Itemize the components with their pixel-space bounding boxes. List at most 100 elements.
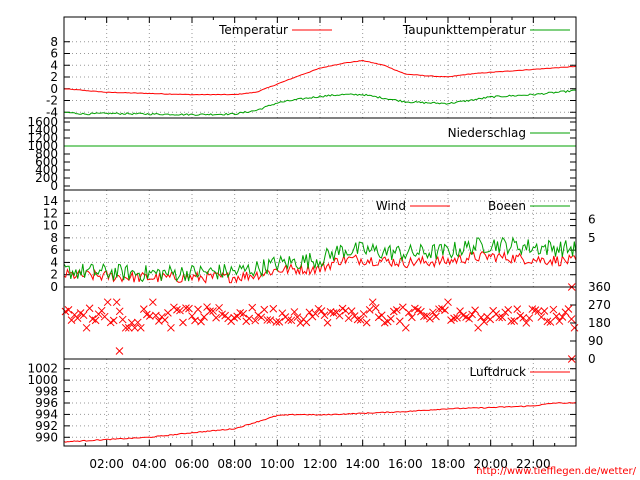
x-tick-label: 02:00	[89, 457, 124, 471]
wind-direction-point	[453, 313, 461, 322]
y-tick-label: 1600	[27, 115, 58, 129]
x-tick-label: 08:00	[217, 457, 252, 471]
wind-direction-point	[152, 311, 160, 320]
legend-label: Temperatur	[218, 23, 288, 37]
wind-direction-point	[167, 323, 175, 332]
wind-direction-point	[257, 313, 266, 322]
wind-direction-point	[263, 316, 272, 324]
wind-direction-point	[133, 318, 142, 327]
credit-link[interactable]: http://www.tiefflegen.de/wetter/	[476, 466, 636, 477]
x-tick-label: 22:00	[516, 457, 551, 471]
wind-direction-point	[272, 318, 281, 326]
x-tick-label: 16:00	[388, 457, 423, 471]
wind-direction-point	[130, 323, 139, 332]
luftdruck-line	[63, 402, 577, 443]
y-tick-label: 992	[35, 419, 58, 433]
boeen-line	[63, 236, 577, 283]
wind-direction-point	[136, 323, 145, 332]
y-tick-label-right: 90	[588, 334, 603, 348]
wind-direction-point	[441, 306, 449, 315]
wind-direction-point	[185, 304, 193, 313]
wind-direction-point	[456, 307, 464, 315]
wind-direction-point	[323, 318, 332, 327]
wind-direction-point	[115, 307, 124, 316]
wind-direction-point	[100, 312, 109, 321]
wind-direction-point	[161, 316, 169, 324]
wind-direction-point	[347, 307, 356, 315]
wind-direction-point	[519, 313, 528, 322]
wind-direction-point	[510, 317, 519, 325]
wind-direction-point	[335, 311, 344, 320]
y-tick-label: 6	[50, 243, 58, 257]
y-tick-label: 200	[35, 171, 58, 185]
y-tick-label: 6	[50, 47, 58, 61]
wind-direction-point	[109, 316, 118, 325]
wind-direction-point	[239, 309, 248, 318]
wind-direction-point	[284, 316, 293, 324]
y-tick-label: 998	[35, 385, 58, 399]
y-tick-label: 1000	[27, 139, 58, 153]
y-tick-label: 8	[50, 35, 58, 49]
wind-direction-point	[525, 314, 534, 322]
wind-direction-point	[179, 318, 187, 327]
wind-direction-point	[275, 318, 284, 326]
wind-direction-point	[260, 305, 269, 314]
wind-direction-point	[293, 313, 302, 322]
wind-direction-point	[534, 307, 543, 316]
wind-direction-point	[377, 311, 386, 320]
temperatur-line	[63, 59, 577, 96]
wind-direction-point	[362, 318, 371, 327]
wind-direction-point	[417, 307, 425, 316]
y-tick-label: 990	[35, 430, 58, 444]
wind-direction-point	[426, 314, 434, 323]
x-tick-label: 12:00	[303, 457, 338, 471]
wind-direction-point	[103, 298, 112, 307]
wind-direction-point	[522, 319, 531, 327]
y-tick-label: -2	[46, 94, 58, 108]
taupunkttemperatur-line	[63, 89, 577, 116]
wind-direction-point	[311, 309, 320, 318]
wind-direction-point	[477, 313, 485, 322]
y-tick-label: 10	[43, 219, 58, 233]
wind-direction-point	[248, 303, 257, 312]
y-tick-label: 996	[35, 396, 58, 410]
wind-direction-point	[404, 308, 413, 317]
x-tick-label: 20:00	[473, 457, 508, 471]
wind-direction-point	[507, 317, 516, 326]
wind-direction-point	[206, 307, 214, 316]
wind-direction-point	[420, 312, 428, 321]
legend-label: Boeen	[488, 199, 526, 213]
wind-direction-point	[317, 307, 326, 315]
wind-direction-point	[197, 317, 205, 326]
wind-line	[63, 250, 577, 284]
wind-direction-point	[480, 317, 488, 326]
wind-direction-point	[513, 305, 522, 314]
wind-direction-point	[474, 323, 482, 332]
wind-direction-point	[124, 323, 133, 332]
wind-direction-point	[570, 323, 579, 332]
wind-direction-point	[67, 316, 76, 324]
wind-direction-point	[182, 304, 190, 313]
wind-direction-point	[139, 305, 148, 313]
wind-direction-point	[115, 347, 124, 355]
wind-direction-point	[386, 314, 395, 323]
x-tick-label: 14:00	[345, 457, 380, 471]
wind-direction-point	[558, 313, 567, 321]
wind-direction-point	[266, 316, 275, 325]
y-tick-label: 0	[50, 280, 58, 294]
y-tick-label-right: 180	[588, 316, 611, 330]
wind-direction-point	[320, 311, 329, 320]
y-tick-label: 1200	[27, 131, 58, 145]
wind-direction-point	[344, 314, 353, 323]
x-tick-label: 18:00	[431, 457, 466, 471]
wind-direction-point	[555, 317, 564, 325]
wind-direction-point	[450, 314, 458, 323]
y-tick-label: 1000	[27, 373, 58, 387]
y-tick-label: 0	[50, 82, 58, 96]
y-tick-label: 8	[50, 231, 58, 245]
wind-direction-point	[495, 313, 504, 322]
wind-direction-point	[269, 304, 278, 313]
wind-direction-point	[97, 306, 106, 315]
